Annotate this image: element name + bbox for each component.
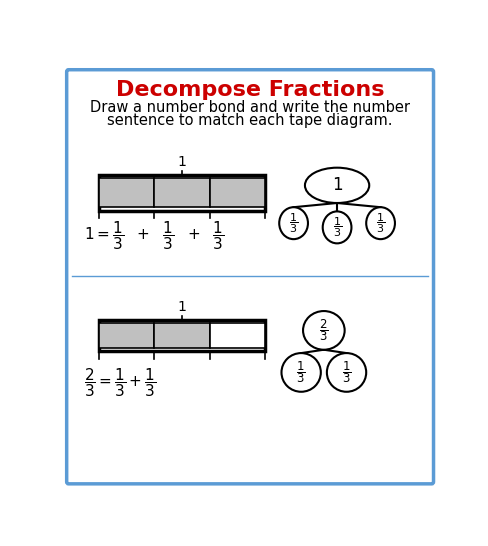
Bar: [154, 178, 210, 207]
FancyBboxPatch shape: [99, 320, 265, 352]
Text: $\dfrac{2}{3} = \dfrac{1}{3} + \dfrac{1}{3}$: $\dfrac{2}{3} = \dfrac{1}{3} + \dfrac{1}…: [84, 366, 156, 399]
Ellipse shape: [279, 207, 308, 239]
Text: Decompose Fractions: Decompose Fractions: [116, 80, 385, 100]
Ellipse shape: [305, 168, 369, 203]
Text: Draw a number bond and write the number: Draw a number bond and write the number: [90, 100, 410, 115]
Text: 1: 1: [178, 300, 186, 313]
FancyBboxPatch shape: [67, 70, 433, 484]
Text: $1 = \dfrac{1}{3}\ \ +\ \ \dfrac{1}{3}\ \ +\ \ \dfrac{1}{3}$: $1 = \dfrac{1}{3}\ \ +\ \ \dfrac{1}{3}\ …: [84, 219, 224, 252]
Text: $\dfrac{2}{3}$: $\dfrac{2}{3}$: [319, 318, 328, 343]
Text: 1: 1: [332, 176, 343, 194]
Bar: [210, 323, 265, 348]
Bar: [154, 323, 210, 348]
Ellipse shape: [327, 353, 366, 392]
FancyBboxPatch shape: [99, 175, 265, 211]
Bar: [210, 178, 265, 207]
Text: sentence to match each tape diagram.: sentence to match each tape diagram.: [107, 112, 393, 128]
Text: $\dfrac{1}{3}$: $\dfrac{1}{3}$: [296, 360, 306, 385]
Text: $\dfrac{1}{3}$: $\dfrac{1}{3}$: [332, 216, 342, 239]
Ellipse shape: [282, 353, 321, 392]
Text: 1: 1: [178, 155, 186, 169]
Text: $\dfrac{1}{3}$: $\dfrac{1}{3}$: [342, 360, 351, 385]
Text: $\dfrac{1}{3}$: $\dfrac{1}{3}$: [376, 211, 385, 235]
Ellipse shape: [303, 311, 345, 350]
Ellipse shape: [366, 207, 395, 239]
Bar: [99, 178, 154, 207]
Bar: [99, 323, 154, 348]
Text: $\dfrac{1}{3}$: $\dfrac{1}{3}$: [289, 211, 298, 235]
Ellipse shape: [323, 211, 351, 244]
